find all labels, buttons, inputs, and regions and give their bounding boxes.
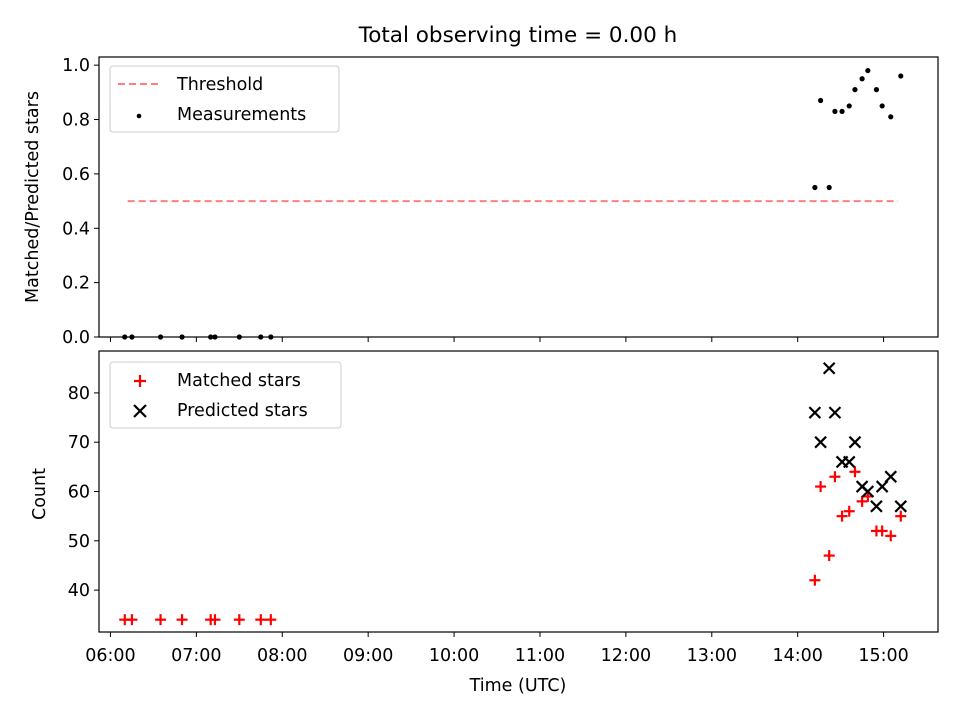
top-y-tick-label: 0.6 [62, 165, 90, 185]
measurement-point [812, 184, 818, 191]
x-tick-label: 14:00 [772, 646, 822, 666]
bottom-legend: Matched stars Predicted stars [109, 361, 342, 429]
bottom-y-axis-label: Count [30, 468, 50, 520]
measurement-point [888, 114, 894, 120]
measurement-point [839, 108, 845, 114]
top-y-tick-label: 0.8 [62, 111, 90, 131]
top-y-tick-label: 0.4 [62, 219, 90, 239]
top-y-axis-label: Matched/Predicted stars [23, 91, 43, 303]
matched-star-point [849, 466, 861, 478]
matched-star-point [126, 614, 138, 626]
predicted-star-point [828, 406, 842, 419]
predicted-star-mark-b [875, 480, 889, 493]
x-tick-label: 12:00 [601, 646, 651, 666]
x-tick-label: 11:00 [515, 646, 565, 666]
x-tick-label: 15:00 [858, 646, 908, 666]
matched-star-point [176, 614, 188, 626]
matched-star-point [233, 614, 245, 626]
measurement-point [846, 103, 852, 109]
x-tick-label: 07:00 [171, 646, 221, 666]
x-tick-label: 08:00 [257, 646, 307, 666]
predicted-star-point [842, 455, 856, 469]
measurement-point [268, 334, 274, 340]
bottom-x-axis-label: Time (UTC) [469, 676, 567, 696]
legend-predicted-label: Predicted stars [177, 401, 308, 421]
measurement-point [236, 334, 242, 340]
matched-star-point [255, 614, 267, 626]
matched-star-point [265, 614, 277, 626]
predicted-star-point [848, 435, 862, 449]
measurement-point [879, 103, 885, 109]
matched-star-point [829, 471, 841, 483]
measurement-point [157, 334, 164, 340]
measurement-point [859, 76, 865, 82]
predicted-star-point [894, 500, 908, 513]
legend-measurements-label: Measurements [177, 105, 306, 125]
matched-star-point [155, 614, 167, 626]
measurement-point [832, 108, 838, 114]
measurement-point [179, 334, 185, 340]
bottom-y-tick-label: 60 [68, 483, 90, 503]
legend-matched-swatch [134, 375, 146, 387]
legend-measurements-swatch [136, 113, 142, 119]
measurement-point [129, 334, 135, 340]
top-chart-title: Total observing time = 0.00 h [358, 23, 678, 48]
x-tick-label: 13:00 [687, 646, 737, 666]
predicted-star-point [814, 435, 827, 449]
predicted-star-mark-b [861, 485, 875, 498]
predicted-star-mark-b [828, 406, 842, 419]
top-y-tick-label: 1.0 [62, 56, 90, 76]
predicted-star-mark-b [870, 500, 883, 513]
x-tick-label: 10:00 [429, 646, 479, 666]
matched-star-point [895, 510, 907, 522]
measurement-point [817, 97, 824, 104]
matched-star-point [823, 550, 835, 562]
measurement-point [208, 334, 214, 340]
matched-star-point [885, 530, 897, 542]
matched-star-point [809, 574, 821, 586]
legend-predicted-swatch [133, 404, 147, 418]
legend-threshold-label: Threshold [176, 75, 263, 95]
top-y-tick-label: 0.2 [62, 274, 90, 294]
matched-star-point [815, 481, 827, 493]
bottom-y-tick-label: 40 [68, 581, 90, 601]
legend-matched-label: Matched stars [177, 371, 301, 391]
predicted-star-point [875, 480, 889, 493]
predicted-star-mark-b [842, 455, 856, 469]
top-legend: Threshold Measurements [109, 65, 340, 133]
predicted-star-point [808, 406, 822, 419]
matched-star-point [876, 525, 888, 537]
measurement-point [898, 73, 904, 79]
predicted-star-mark-b [808, 406, 822, 419]
top-axes-frame [98, 56, 939, 338]
measurement-point [852, 87, 858, 93]
matched-star-point [836, 510, 848, 522]
matched-star-point [856, 495, 868, 507]
x-tick-label: 06:00 [85, 646, 135, 666]
predicted-star-point [884, 470, 898, 483]
measurement-point [122, 334, 128, 340]
predicted-star-mark-b [848, 435, 862, 449]
measurement-point [865, 67, 871, 74]
predicted-star-mark-b [884, 470, 898, 483]
bottom-y-tick-label: 70 [68, 433, 90, 453]
predicted-star-point [870, 500, 883, 513]
matched-star-point [209, 614, 221, 626]
predicted-star-mark-b [822, 361, 836, 375]
measurement-point [258, 334, 264, 340]
top-y-tick-label: 0.0 [62, 328, 90, 348]
x-tick-label: 09:00 [343, 646, 393, 666]
measurement-point [826, 184, 832, 191]
measurement-point [212, 334, 218, 340]
predicted-star-mark-b [814, 435, 827, 449]
predicted-star-mark-b [894, 500, 908, 513]
predicted-star-point [861, 485, 875, 498]
predicted-star-point [822, 361, 836, 375]
bottom-y-tick-label: 50 [68, 532, 90, 552]
measurement-point [873, 87, 880, 93]
matched-star-point [843, 505, 855, 517]
bottom-y-tick-label: 80 [68, 384, 90, 404]
